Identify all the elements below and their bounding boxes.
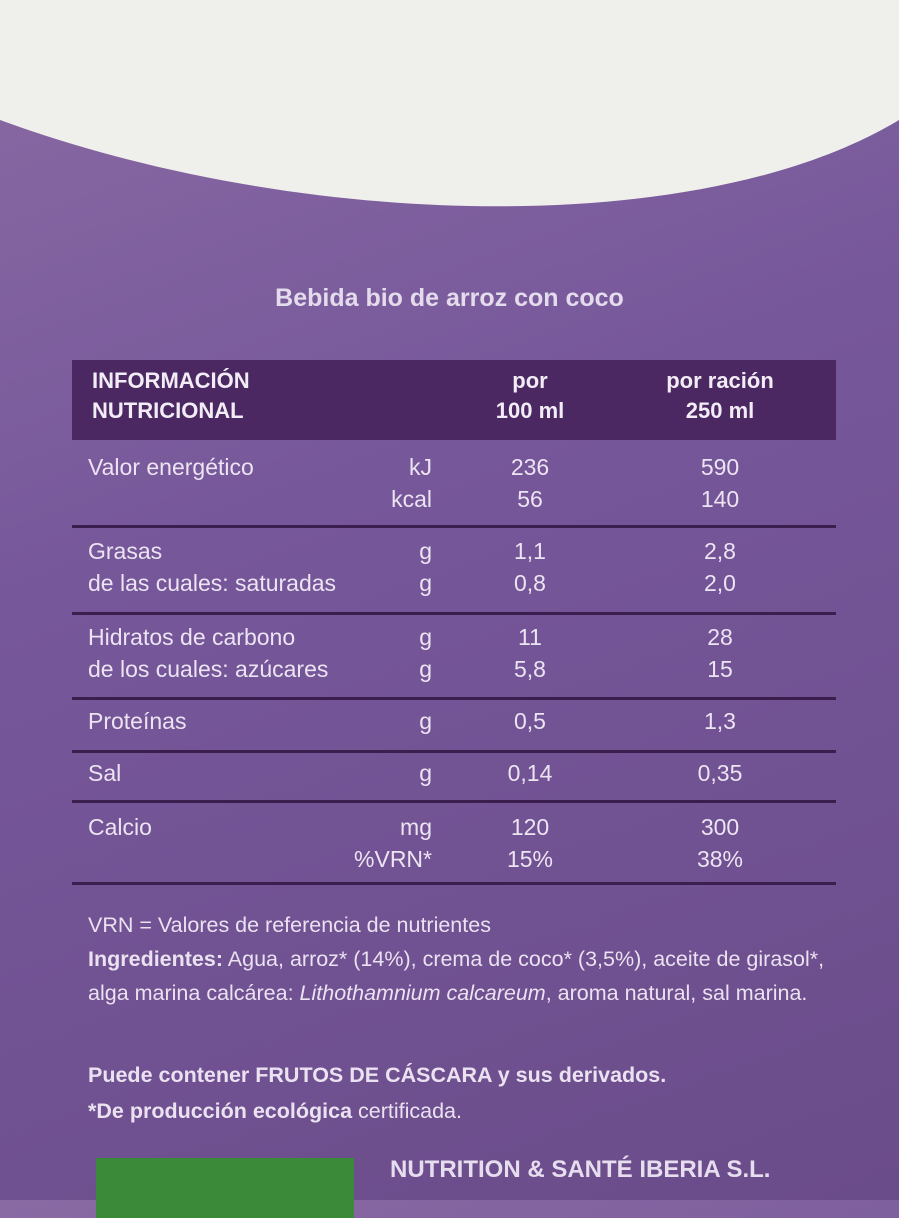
- ingredients-text: Ingredientes:: [88, 947, 223, 971]
- nutrient-name: Proteínas: [88, 708, 187, 734]
- row-divider: [72, 697, 836, 700]
- value-per-100ml: 0,14: [507, 760, 553, 786]
- nutrient-name: Valor energético: [88, 454, 254, 480]
- white-top: [0, 0, 899, 207]
- value-per-100ml: 56: [517, 486, 543, 512]
- company-name: NUTRITION & SANTÉ IBERIA S.L.: [390, 1156, 771, 1183]
- value-per-100ml: 5,8: [514, 656, 546, 682]
- value-per-100ml: 120: [510, 814, 550, 840]
- row-divider: [72, 612, 836, 615]
- ingredients-text: Lithothamnium calcareum: [299, 981, 546, 1005]
- row-divider: [72, 750, 836, 753]
- value-per-serving: 2,8: [704, 538, 736, 564]
- ingredients-paragraph: Ingredientes: Agua, arroz* (14%), crema …: [88, 942, 848, 1010]
- value-per-serving: 140: [700, 486, 740, 512]
- ingredients-text: Agua, arroz* (14%), crema de coco* (3,5%…: [88, 947, 825, 1005]
- unit: kcal: [391, 486, 432, 512]
- nutrient-name: Hidratos de carbono: [88, 624, 296, 650]
- value-per-serving: 300: [700, 814, 740, 840]
- value-per-serving: 28: [707, 624, 733, 650]
- unit: g: [419, 538, 432, 564]
- nutrient-name: Calcio: [88, 814, 152, 840]
- value-per-100ml: 15%: [506, 846, 554, 872]
- table-header: por: [512, 368, 548, 393]
- value-per-100ml: 236: [510, 454, 550, 480]
- unit: g: [419, 624, 432, 650]
- value-per-serving: 15: [707, 656, 733, 682]
- row-divider: [72, 882, 836, 885]
- table-header: por ración: [666, 368, 774, 393]
- unit: %VRN*: [354, 846, 432, 872]
- ingredients-text: , aroma natural, sal marina.: [545, 981, 808, 1005]
- row-divider: [72, 525, 836, 528]
- product-title: Bebida bio de arroz con coco: [275, 284, 624, 312]
- organic-paragraph: *De producción ecológica certificada.: [88, 1094, 848, 1128]
- row-divider: [72, 800, 836, 803]
- table-header-band: [72, 360, 836, 440]
- unit: g: [419, 708, 432, 734]
- table-header: INFORMACIÓN: [92, 368, 250, 393]
- table-header: 250 ml: [685, 398, 755, 423]
- table-header: NUTRICIONAL: [92, 398, 244, 423]
- organic-text: *De producción ecológica: [88, 1099, 353, 1123]
- organic-text: certificada.: [352, 1099, 462, 1123]
- unit: kJ: [409, 454, 432, 480]
- unit: g: [419, 656, 432, 682]
- nutrient-name: de las cuales: saturadas: [88, 570, 337, 596]
- value-per-serving: 590: [700, 454, 740, 480]
- nutrient-name: de los cuales: azúcares: [88, 656, 329, 682]
- value-per-100ml: 1,1: [514, 538, 546, 564]
- table-header: 100 ml: [495, 398, 565, 423]
- allergens-note: Puede contener FRUTOS DE CÁSCARA y sus d…: [88, 1063, 667, 1087]
- value-per-100ml: 0,8: [514, 570, 546, 596]
- value-per-100ml: 0,5: [514, 708, 546, 734]
- organic-logo: [96, 1158, 354, 1218]
- unit: g: [419, 570, 432, 596]
- unit: mg: [400, 814, 432, 840]
- value-per-serving: 1,3: [704, 708, 736, 734]
- vrn-note: VRN = Valores de referencia de nutriente…: [88, 913, 491, 937]
- nutrient-name: Sal: [88, 760, 122, 786]
- value-per-serving: 2,0: [704, 570, 736, 596]
- nutrient-name: Grasas: [88, 538, 163, 564]
- unit: g: [419, 760, 432, 786]
- value-per-serving: 0,35: [697, 760, 743, 786]
- value-per-100ml: 11: [518, 624, 542, 650]
- value-per-serving: 38%: [696, 846, 744, 872]
